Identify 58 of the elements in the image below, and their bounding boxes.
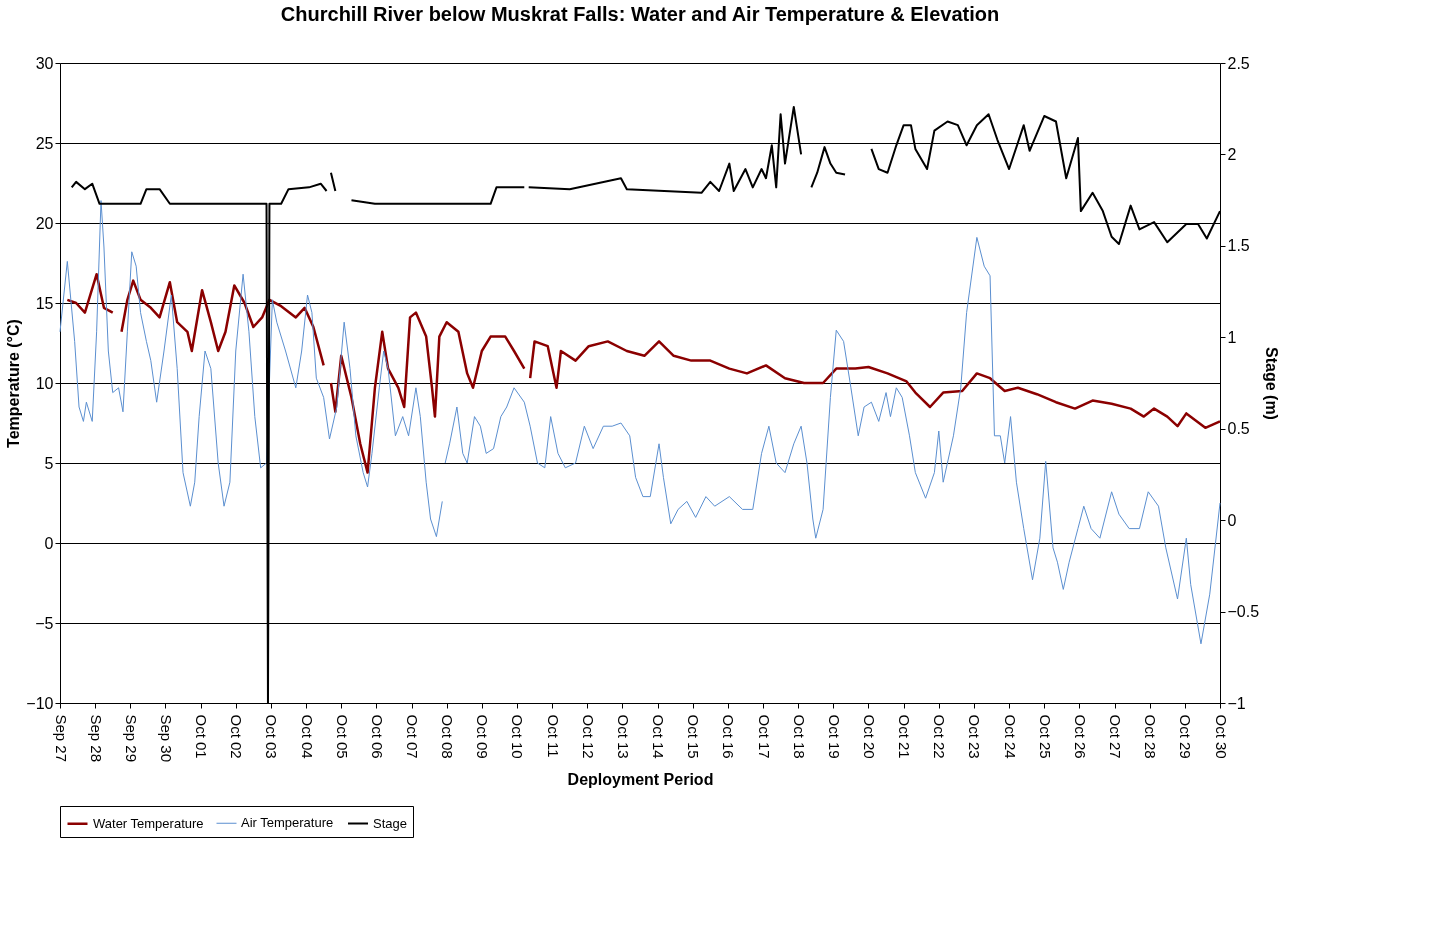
y2-tick-label: 2.5 (1227, 54, 1250, 72)
x-tick-label: Oct 25 (1036, 714, 1054, 759)
y-tick-label: 30 (35, 54, 54, 72)
x-tick-label: Oct 10 (509, 714, 527, 759)
x-tick-label: Oct 21 (896, 714, 914, 759)
x-tick-label: Oct 30 (1212, 714, 1230, 759)
chart-title: Churchill River below Muskrat Falls: Water and Air Temperature & Elevation (280, 3, 1000, 25)
y-tick-label: 25 (35, 134, 54, 152)
x-tick-label: Oct 06 (368, 714, 386, 759)
x-tick-label: Oct 19 (825, 714, 843, 759)
x-tick-label: Oct 14 (650, 714, 668, 759)
x-tick-label: Oct 16 (720, 714, 738, 759)
legend-label: Air Temperature (241, 815, 334, 831)
y2-tick-label: 1 (1227, 328, 1237, 346)
y2-tick-label: 1.5 (1227, 237, 1250, 255)
x-tick-label: Oct 02 (228, 714, 246, 759)
x-tick-label: Sep 30 (157, 714, 175, 763)
y-tick-label: 5 (44, 454, 54, 472)
y-tick-label: −5 (35, 614, 54, 632)
x-tick-label: Oct 13 (614, 714, 632, 759)
x-tick-label: Oct 22 (931, 714, 949, 759)
legend-label: Stage (373, 815, 407, 831)
x-tick-label: Oct 17 (755, 714, 773, 759)
y2-tick-label: 0.5 (1227, 420, 1250, 438)
x-tick-label: Oct 29 (1177, 714, 1195, 759)
x-tick-label: Oct 07 (404, 714, 422, 759)
y2-tick-label: −0.5 (1227, 603, 1260, 621)
x-tick-label: Oct 20 (860, 714, 878, 759)
x-tick-label: Oct 18 (790, 714, 808, 759)
y-tick-label: −10 (26, 694, 54, 712)
x-axis-title: Deployment Period (567, 771, 714, 789)
y2-axis-title: Stage (m) (1263, 347, 1281, 420)
x-tick-label: Oct 05 (333, 714, 351, 759)
y2-tick-label: 2 (1227, 145, 1237, 163)
x-tick-label: Oct 09 (474, 714, 492, 759)
y2-tick-label: −1 (1227, 694, 1246, 712)
legend-label: Water Temperature (93, 815, 204, 831)
x-tick-label: Oct 26 (1071, 714, 1089, 759)
x-tick-label: Oct 04 (298, 714, 316, 759)
x-tick-label: Oct 11 (544, 714, 562, 758)
x-tick-label: Sep 28 (87, 714, 105, 763)
x-tick-label: Oct 28 (1142, 714, 1160, 759)
y-tick-label: 10 (35, 374, 54, 392)
x-tick-label: Oct 15 (685, 714, 703, 759)
y-tick-label: 15 (35, 294, 54, 312)
y2-tick-label: 0 (1227, 511, 1237, 529)
y-tick-label: 20 (35, 214, 54, 232)
x-tick-label: Oct 12 (579, 714, 597, 759)
x-tick-label: Oct 08 (439, 714, 457, 759)
x-tick-label: Oct 03 (263, 714, 281, 759)
x-tick-label: Oct 01 (193, 714, 211, 759)
y-axis-title: Temperature (°C) (5, 319, 23, 448)
x-tick-label: Sep 27 (52, 714, 70, 763)
y-tick-label: 0 (44, 534, 54, 552)
x-tick-label: Oct 24 (1001, 714, 1019, 759)
x-tick-label: Sep 29 (122, 714, 140, 763)
x-tick-label: Oct 27 (1107, 714, 1125, 759)
x-tick-label: Oct 23 (966, 714, 984, 759)
